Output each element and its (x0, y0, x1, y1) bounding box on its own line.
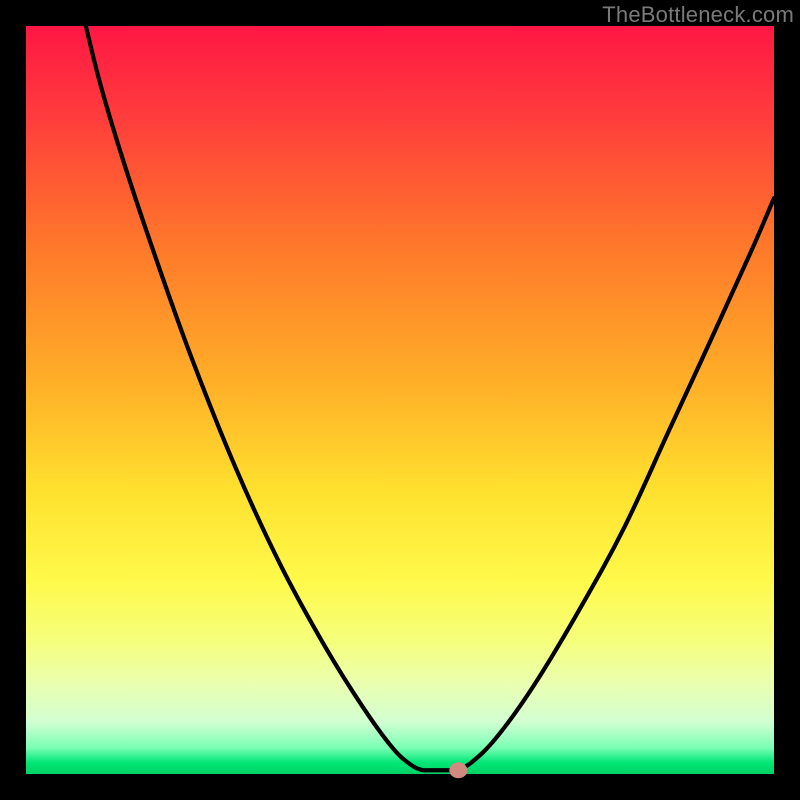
chart-container: TheBottleneck.com (0, 0, 800, 800)
bottleneck-chart (0, 0, 800, 800)
attribution-text: TheBottleneck.com (602, 2, 794, 28)
plot-background (26, 26, 774, 774)
optimal-point-marker (449, 762, 467, 778)
